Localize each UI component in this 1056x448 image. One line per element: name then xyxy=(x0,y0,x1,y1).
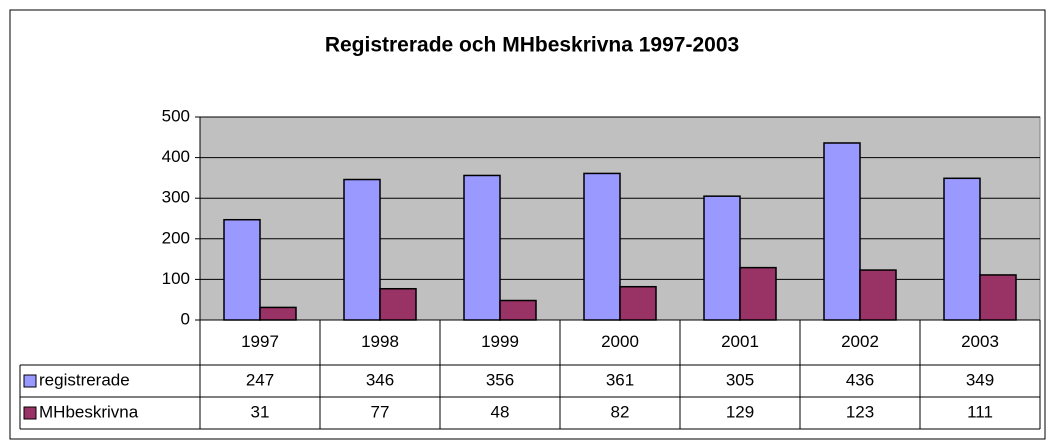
y-tick-label: 300 xyxy=(162,188,190,207)
bar xyxy=(259,306,297,321)
table-value: 48 xyxy=(491,402,510,421)
y-tick-label: 500 xyxy=(162,106,190,125)
bar xyxy=(583,172,621,321)
bar xyxy=(463,174,501,321)
x-tick-label: 1999 xyxy=(481,332,519,351)
bar xyxy=(739,266,777,321)
bar xyxy=(823,142,861,321)
legend-swatch xyxy=(23,374,37,388)
table-value: 82 xyxy=(611,402,630,421)
x-tick-label: 2002 xyxy=(841,332,879,351)
bar xyxy=(979,274,1017,321)
table-value: 31 xyxy=(251,402,270,421)
table-value: 305 xyxy=(726,370,754,389)
y-tick-label: 100 xyxy=(162,269,190,288)
legend-swatch xyxy=(23,406,37,420)
table-value: 77 xyxy=(371,402,390,421)
table-value: 123 xyxy=(846,402,874,421)
x-tick-label: 2003 xyxy=(961,332,999,351)
x-tick-label: 2001 xyxy=(721,332,759,351)
x-tick-label: 2000 xyxy=(601,332,639,351)
table-value: 356 xyxy=(486,370,514,389)
table-value: 436 xyxy=(846,370,874,389)
legend-label: MHbeskrivna xyxy=(39,402,139,421)
bar xyxy=(859,269,897,321)
y-tick-label: 400 xyxy=(162,147,190,166)
table-value: 349 xyxy=(966,370,994,389)
table-value: 111 xyxy=(967,402,993,421)
bar xyxy=(943,177,981,321)
x-tick-label: 1998 xyxy=(361,332,399,351)
bar xyxy=(499,299,537,321)
y-tick-label: 0 xyxy=(181,309,190,328)
table-value: 247 xyxy=(246,370,274,389)
y-tick-label: 200 xyxy=(162,228,190,247)
bar xyxy=(703,195,741,321)
table-value: 346 xyxy=(366,370,394,389)
x-tick-label: 1997 xyxy=(241,332,279,351)
table-value: 129 xyxy=(726,402,754,421)
legend-label: registrerade xyxy=(39,370,130,389)
bar xyxy=(619,285,657,321)
table-value: 361 xyxy=(606,370,634,389)
bar xyxy=(343,178,381,321)
bar xyxy=(379,287,417,321)
bar xyxy=(223,218,261,321)
chart-title: Registrerade och MHbeskrivna 1997-2003 xyxy=(325,34,739,57)
